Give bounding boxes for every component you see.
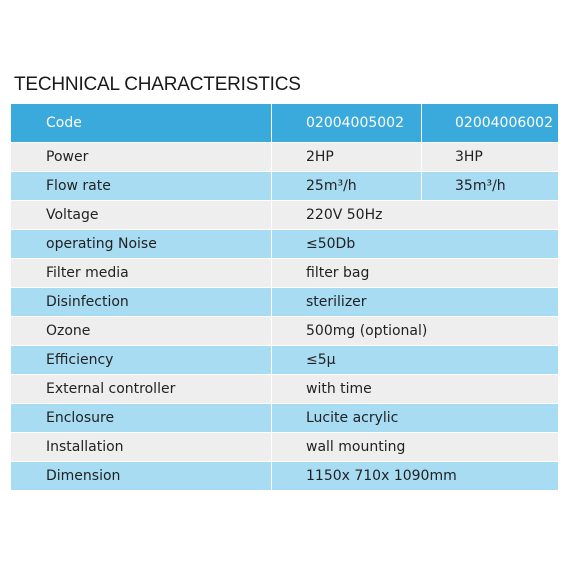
table-row: Efficiency ≤5μ: [11, 346, 558, 375]
table-row: Disinfection sterilizer: [11, 288, 558, 317]
spec-table: Code 02004005002 02004006002 Power 2HP 3…: [11, 104, 558, 491]
table-header-row: Code 02004005002 02004006002: [11, 104, 558, 143]
table-row: operating Noise ≤50Db: [11, 230, 558, 259]
row-label: operating Noise: [46, 236, 157, 252]
row-label: External controller: [46, 381, 176, 397]
row-label: Enclosure: [46, 410, 115, 426]
table-row: Ozone 500mg (optional): [11, 317, 558, 346]
table-row: Power 2HP 3HP: [11, 143, 558, 172]
row-label: Voltage: [46, 207, 99, 223]
row-value: sterilizer: [271, 288, 558, 316]
row-value: wall mounting: [271, 433, 558, 461]
row-label: Filter media: [46, 265, 129, 281]
row-value: ≤50Db: [271, 230, 558, 258]
table-row: Voltage 220V 50Hz: [11, 201, 558, 230]
header-label-code: Code: [46, 115, 82, 131]
table-row: Dimension 1150x 710x 1090mm: [11, 462, 558, 491]
page-title: TECHNICAL CHARACTERISTICS: [14, 74, 301, 95]
row-value: 1150x 710x 1090mm: [271, 462, 558, 490]
row-value: with time: [271, 375, 558, 403]
row-label: Power: [46, 149, 89, 165]
row-value-2: 3HP: [421, 143, 558, 171]
row-value: ≤5μ: [271, 346, 558, 374]
row-value: 500mg (optional): [271, 317, 558, 345]
table-row: Installation wall mounting: [11, 433, 558, 462]
table-row: External controller with time: [11, 375, 558, 404]
row-label: Installation: [46, 439, 124, 455]
row-value-1: 25m³/h: [271, 172, 421, 200]
row-label: Disinfection: [46, 294, 129, 310]
table-row: Enclosure Lucite acrylic: [11, 404, 558, 433]
row-label: Efficiency: [46, 352, 114, 368]
table-row: Flow rate 25m³/h 35m³/h: [11, 172, 558, 201]
row-value-1: 2HP: [271, 143, 421, 171]
row-value: filter bag: [271, 259, 558, 287]
row-label: Dimension: [46, 468, 121, 484]
row-label: Ozone: [46, 323, 91, 339]
table-row: Filter media filter bag: [11, 259, 558, 288]
row-label: Flow rate: [46, 178, 111, 194]
header-model-2: 02004006002: [421, 104, 558, 142]
row-value: Lucite acrylic: [271, 404, 558, 432]
row-value-2: 35m³/h: [421, 172, 558, 200]
row-value: 220V 50Hz: [271, 201, 558, 229]
header-model-1: 02004005002: [271, 104, 421, 142]
